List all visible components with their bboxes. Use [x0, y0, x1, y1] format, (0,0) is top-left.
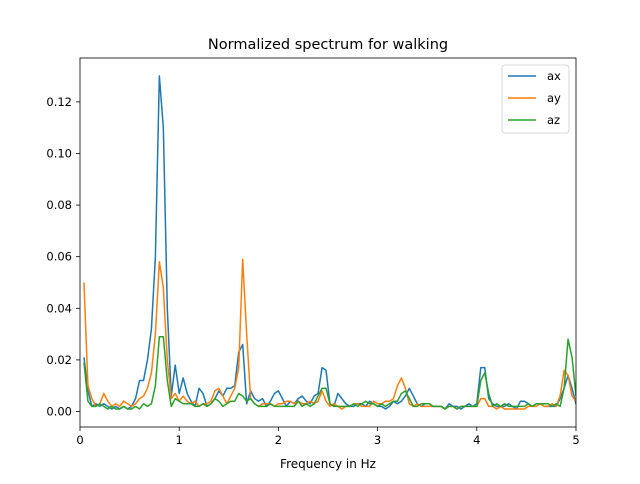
legend-label-az: az [547, 113, 560, 127]
legend-box [501, 64, 570, 134]
series-line-ay [83, 258, 576, 410]
x-tick-label: 2 [275, 433, 282, 447]
y-tick-label: 0.10 [46, 146, 72, 160]
y-tick-label: 0.04 [46, 301, 72, 315]
x-tick-label: 5 [572, 433, 579, 447]
x-tick-label: 3 [374, 433, 381, 447]
x-tick-label: 4 [473, 433, 480, 447]
x-tick-label: 0 [76, 433, 83, 447]
y-tick-label: 0.02 [46, 353, 72, 367]
y-tick-label: 0.06 [46, 250, 72, 264]
plot-area-frame [79, 57, 577, 428]
x-axis: 0 1 2 3 4 5 [76, 427, 580, 447]
y-axis: 0.00 0.02 0.04 0.06 0.08 0.10 0.12 [46, 95, 80, 419]
y-tick-label: 0.08 [46, 198, 72, 212]
legend-label-ay: ay [547, 91, 561, 105]
series-line-az [83, 335, 576, 410]
legend-label-ax: ax [547, 69, 561, 83]
chart-title: Normalized spectrum for walking [208, 37, 448, 53]
x-axis-label: Frequency in Hz [280, 457, 376, 471]
x-tick-label: 1 [176, 433, 183, 447]
y-tick-label: 0.12 [46, 95, 72, 109]
legend: ax ay az [501, 64, 570, 134]
y-tick-label: 0.00 [46, 405, 72, 419]
